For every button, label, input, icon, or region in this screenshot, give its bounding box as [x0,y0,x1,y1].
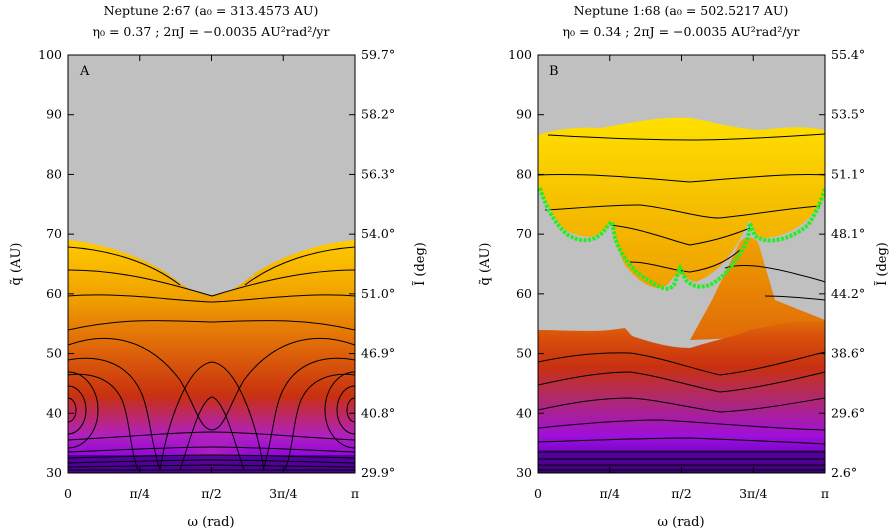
panel-b-separatrix [538,187,825,291]
panel-a-ytick-label-7: 100 [38,47,62,62]
panel-a-ytick-label-3: 60 [46,286,62,301]
contour-a-island-right-3 [346,397,355,423]
panel-a-axes: 30 29.9° 40 40.8° 50 46.9° 60 51.0° 70 54.0° 80 56.… [38,47,395,501]
panel-b-ytick-label-4: 70 [516,226,532,241]
contour-b-s1 [724,265,825,283]
panel-a-magenta-core [160,345,264,473]
panel-a-y2tick-label-2: 46.9° [361,346,395,361]
contour-a-b2 [68,446,355,453]
panel-a-ytick-label-0: 30 [46,465,62,480]
panel-b-xtick-label-1: π/4 [600,486,620,501]
panel-a-contours [68,246,355,471]
panel-b-ylabel: q̃ (AU) [478,243,493,286]
contour-b-l3 [538,397,825,413]
panel-b-upper-region [538,117,825,288]
contour-b-s2 [764,295,825,301]
panel-b-contours [538,133,825,471]
contour-a-b4 [68,459,355,464]
panel-b-ytick-label-6: 90 [516,107,532,122]
contour-b-u2 [538,174,825,183]
panel-b-ytick-label-3: 60 [516,286,532,301]
panel-b-ytick-label-1: 40 [516,405,532,420]
panel-a-boundary-steps [170,275,254,293]
contour-a-b1 [68,431,355,441]
panel-a-xtick-label-2: π/2 [201,486,221,501]
contour-b-l4 [538,419,825,431]
contour-a-island-left-1 [68,371,99,449]
panel-b-y2tick-label-1: 29.6° [831,405,865,420]
contour-b-l5 [538,437,825,445]
panel-a-title-2: η₀ = 0.37 ; 2πJ = −0.0035 AU²rad²/yr [93,24,330,39]
panel-b-xtick-label-0: 0 [534,486,542,501]
panel-b-y2tick-label-6: 53.5° [831,107,865,122]
contour-b-u4 [609,224,751,246]
panel-b-title-1: Neptune 1:68 (a₀ = 502.5217 AU) [574,3,789,18]
contour-a-3 [68,294,355,303]
contour-a-7 [68,373,355,471]
panel-b-ytick-label-5: 80 [516,166,532,181]
contour-a-b5 [68,464,355,468]
panel-a-y2tick-label-1: 40.8° [361,405,395,420]
contour-a-1 [68,246,355,286]
contour-a-island-left-2 [68,385,87,435]
panel-b-y2tick-label-2: 38.6° [831,346,865,361]
panel-b-xtick-label-2: π/2 [671,486,691,501]
contour-b-l1 [538,351,825,376]
contour-b-u3 [544,204,821,219]
panel-a-y2label: Ĩ (deg) [412,242,428,286]
panel-b-spike [690,237,825,340]
contour-a-dome-2 [179,396,245,471]
panel-b-ytick-label-7: 100 [508,47,532,62]
contour-a-6 [68,357,355,471]
contour-a-5 [68,338,355,431]
contour-a-island-left-3 [68,397,77,423]
panel-b-y2tick-label-7: 55.4° [831,47,865,62]
panel-b-ytick-label-0: 30 [516,465,532,480]
panel-a-y2tick-label-3: 51.0° [361,286,395,301]
panel-a-ytick-label-5: 80 [46,166,62,181]
contour-b-u5 [629,249,741,273]
panel-a-ytick-label-6: 90 [46,107,62,122]
panel-b-axes: 30 2.6° 40 29.6° 50 38.6° 60 44.2° 70 48.1° 80 51.1… [508,47,865,501]
contour-a-2 [68,269,355,297]
panel-a-ytick-label-1: 40 [46,405,62,420]
panel-b-y2tick-label-4: 48.1° [831,226,865,241]
panel-a-letter: A [79,64,90,79]
panel-b-y2tick-label-0: 2.6° [831,465,857,480]
panel-b-lower-region [538,322,825,473]
panel-a-y2tick-label-6: 58.2° [361,107,395,122]
panel-a-ylabel: q̃ (AU) [9,243,24,286]
contour-a-b3 [68,454,355,459]
panel-a-y2tick-label-7: 59.7° [361,47,395,62]
contour-a-4 [68,319,355,331]
panel-b-ytick-label-2: 50 [516,346,532,361]
panel-a-xtick-label-4: π [351,486,359,501]
contour-a-island-right-1 [324,371,355,449]
panel-b-title-2: η₀ = 0.34 ; 2πJ = −0.0035 AU²rad²/yr [563,24,800,39]
contour-b-u1 [547,133,825,141]
panel-b-xtick-label-4: π [821,486,829,501]
panel-b-y2tick-label-3: 44.2° [831,286,865,301]
panel-a-xlabel: ω (rad) [187,515,234,530]
panel-b-letter: B [549,64,559,79]
contour-b-l2 [538,371,825,393]
panel-a-ytick-label-4: 70 [46,226,62,241]
contour-a-island-right-2 [336,385,355,435]
panel-b-y2label: Ĩ (deg) [874,242,890,286]
contour-a-dome-1 [159,361,265,471]
panel-a-xtick-label-0: 0 [64,486,72,501]
panel-a: Neptune 2:67 (a₀ = 313.4573 AU) η₀ = 0.3… [9,3,428,530]
panel-a-y2tick-label-0: 29.9° [361,465,395,480]
panel-a-y2tick-label-4: 54.0° [361,226,395,241]
panel-b-xlabel: ω (rad) [657,515,704,530]
panel-a-ytick-label-2: 50 [46,346,62,361]
panel-b: Neptune 1:68 (a₀ = 502.5217 AU) η₀ = 0.3… [478,3,890,530]
panel-b-y2tick-label-5: 51.1° [831,166,865,181]
panel-a-xtick-label-3: 3π/4 [269,486,297,501]
panel-b-xtick-label-3: 3π/4 [739,486,767,501]
panel-a-y2tick-label-5: 56.3° [361,166,395,181]
panel-a-xtick-label-1: π/4 [130,486,150,501]
panel-a-title-1: Neptune 2:67 (a₀ = 313.4573 AU) [104,3,319,18]
